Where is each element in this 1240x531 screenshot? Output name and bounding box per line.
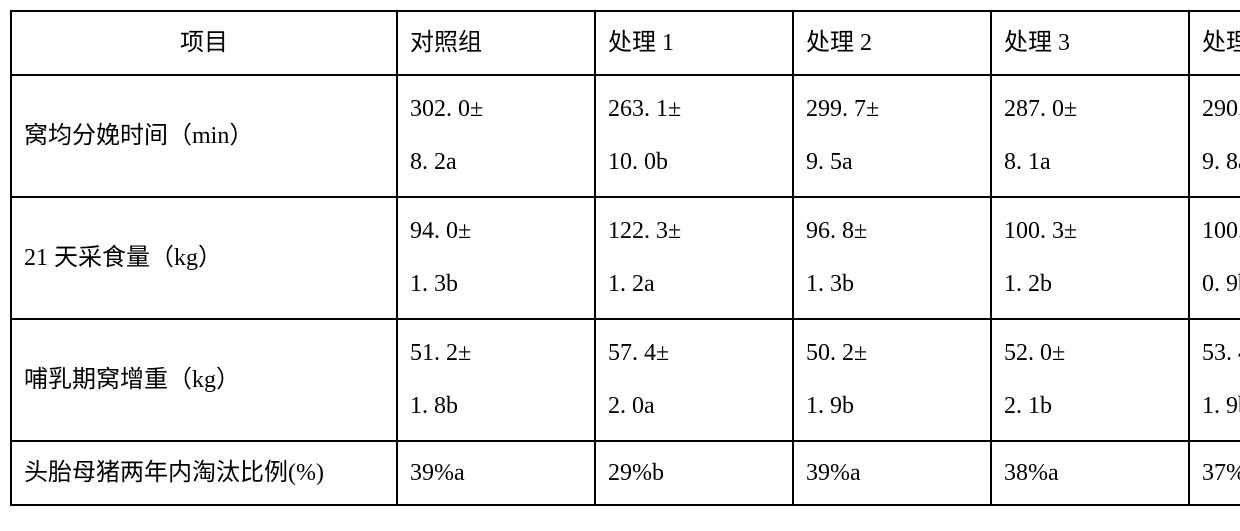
row-label: 头胎母猪两年内淘汰比例(%) — [11, 441, 397, 505]
cell: 39%a — [793, 441, 991, 505]
cell: 57. 4±2. 0a — [595, 319, 793, 441]
table-row: 头胎母猪两年内淘汰比例(%) 39%a 29%b 39%a 38%a 37%a — [11, 441, 1240, 505]
row-label: 窝均分娩时间（min） — [11, 75, 397, 197]
row-label: 21 天采食量（kg） — [11, 197, 397, 319]
col-header-control: 对照组 — [397, 11, 595, 75]
cell: 53. 4±1. 9b — [1189, 319, 1240, 441]
table-row: 窝均分娩时间（min） 302. 0±8. 2a 263. 1±10. 0b 2… — [11, 75, 1240, 197]
cell: 100. 1±0. 9b — [1189, 197, 1240, 319]
cell: 51. 2±1. 8b — [397, 319, 595, 441]
cell: 29%b — [595, 441, 793, 505]
row-label: 哺乳期窝增重（kg） — [11, 319, 397, 441]
cell: 299. 7±9. 5a — [793, 75, 991, 197]
col-header-item: 项目 — [11, 11, 397, 75]
cell: 290. 3±9. 8a — [1189, 75, 1240, 197]
cell: 100. 3±1. 2b — [991, 197, 1189, 319]
cell: 302. 0±8. 2a — [397, 75, 595, 197]
data-table: 项目 对照组 处理 1 处理 2 处理 3 处理 4 窝均分娩时间（min） 3… — [10, 10, 1240, 506]
cell: 96. 8±1. 3b — [793, 197, 991, 319]
col-header-t4: 处理 4 — [1189, 11, 1240, 75]
cell: 38%a — [991, 441, 1189, 505]
table-header-row: 项目 对照组 处理 1 处理 2 处理 3 处理 4 — [11, 11, 1240, 75]
cell: 263. 1±10. 0b — [595, 75, 793, 197]
col-header-t1: 处理 1 — [595, 11, 793, 75]
cell: 94. 0±1. 3b — [397, 197, 595, 319]
cell: 39%a — [397, 441, 595, 505]
table-body: 窝均分娩时间（min） 302. 0±8. 2a 263. 1±10. 0b 2… — [11, 75, 1240, 505]
table-row: 21 天采食量（kg） 94. 0±1. 3b 122. 3±1. 2a 96.… — [11, 197, 1240, 319]
col-header-t2: 处理 2 — [793, 11, 991, 75]
col-header-t3: 处理 3 — [991, 11, 1189, 75]
cell: 287. 0±8. 1a — [991, 75, 1189, 197]
table-row: 哺乳期窝增重（kg） 51. 2±1. 8b 57. 4±2. 0a 50. 2… — [11, 319, 1240, 441]
cell: 37%a — [1189, 441, 1240, 505]
cell: 122. 3±1. 2a — [595, 197, 793, 319]
cell: 52. 0±2. 1b — [991, 319, 1189, 441]
cell: 50. 2±1. 9b — [793, 319, 991, 441]
